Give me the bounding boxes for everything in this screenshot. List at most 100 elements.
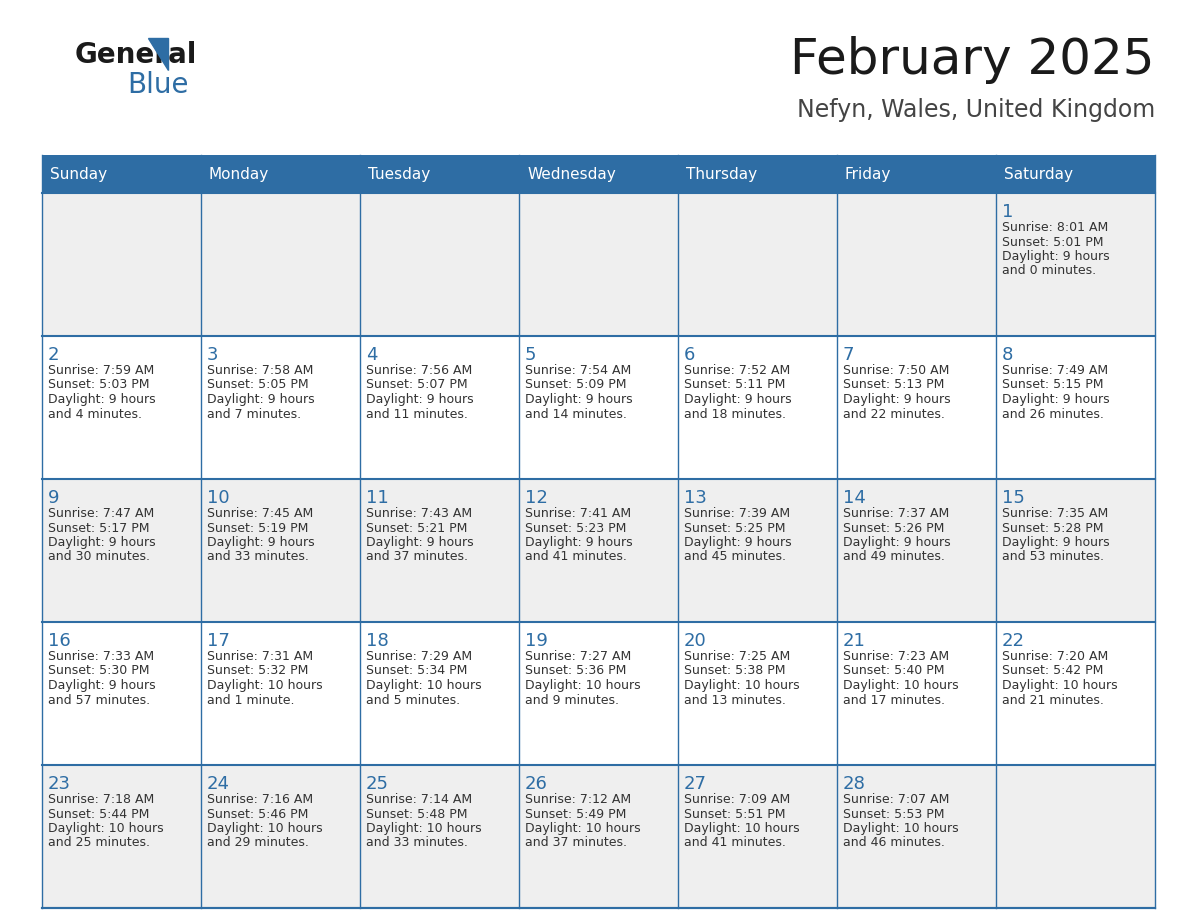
Text: General: General (75, 41, 197, 69)
Text: Sunset: 5:53 PM: Sunset: 5:53 PM (843, 808, 944, 821)
Text: Daylight: 9 hours: Daylight: 9 hours (1001, 250, 1110, 263)
Text: 12: 12 (525, 489, 548, 507)
Text: Sunset: 5:38 PM: Sunset: 5:38 PM (684, 665, 785, 677)
Text: 5: 5 (525, 346, 537, 364)
Text: 17: 17 (207, 632, 229, 650)
Text: Sunrise: 7:49 AM: Sunrise: 7:49 AM (1001, 364, 1108, 377)
Text: Daylight: 9 hours: Daylight: 9 hours (366, 536, 474, 549)
Text: Sunrise: 7:16 AM: Sunrise: 7:16 AM (207, 793, 314, 806)
Text: and 57 minutes.: and 57 minutes. (48, 693, 150, 707)
Text: Sunset: 5:03 PM: Sunset: 5:03 PM (48, 378, 150, 391)
Text: and 21 minutes.: and 21 minutes. (1001, 693, 1104, 707)
Text: Sunrise: 7:14 AM: Sunrise: 7:14 AM (366, 793, 472, 806)
Text: Sunset: 5:25 PM: Sunset: 5:25 PM (684, 521, 785, 534)
Text: Sunrise: 7:27 AM: Sunrise: 7:27 AM (525, 650, 631, 663)
Text: and 26 minutes.: and 26 minutes. (1001, 408, 1104, 420)
Text: Daylight: 10 hours: Daylight: 10 hours (207, 822, 323, 835)
Text: Sunrise: 7:35 AM: Sunrise: 7:35 AM (1001, 507, 1108, 520)
Text: Sunset: 5:28 PM: Sunset: 5:28 PM (1001, 521, 1104, 534)
Text: Sunset: 5:05 PM: Sunset: 5:05 PM (207, 378, 309, 391)
Text: Daylight: 9 hours: Daylight: 9 hours (207, 393, 315, 406)
Text: Sunset: 5:46 PM: Sunset: 5:46 PM (207, 808, 309, 821)
Text: Sunrise: 7:12 AM: Sunrise: 7:12 AM (525, 793, 631, 806)
Bar (360, 155, 519, 193)
Text: and 25 minutes.: and 25 minutes. (48, 836, 150, 849)
Text: Sunrise: 7:50 AM: Sunrise: 7:50 AM (843, 364, 949, 377)
Bar (42, 155, 201, 193)
Bar (201, 155, 360, 193)
Text: Daylight: 9 hours: Daylight: 9 hours (1001, 536, 1110, 549)
Text: Sunset: 5:01 PM: Sunset: 5:01 PM (1001, 236, 1104, 249)
Text: 23: 23 (48, 775, 71, 793)
Text: Sunrise: 7:56 AM: Sunrise: 7:56 AM (366, 364, 473, 377)
Text: Daylight: 9 hours: Daylight: 9 hours (48, 679, 156, 692)
Text: 22: 22 (1001, 632, 1025, 650)
Text: Daylight: 9 hours: Daylight: 9 hours (525, 536, 633, 549)
Text: Sunrise: 7:43 AM: Sunrise: 7:43 AM (366, 507, 472, 520)
Text: Sunrise: 7:09 AM: Sunrise: 7:09 AM (684, 793, 790, 806)
Text: Sunrise: 7:37 AM: Sunrise: 7:37 AM (843, 507, 949, 520)
Text: and 11 minutes.: and 11 minutes. (366, 408, 468, 420)
Text: Sunset: 5:19 PM: Sunset: 5:19 PM (207, 521, 309, 534)
Text: Daylight: 9 hours: Daylight: 9 hours (525, 393, 633, 406)
Text: Sunset: 5:51 PM: Sunset: 5:51 PM (684, 808, 785, 821)
Text: February 2025: February 2025 (790, 36, 1155, 84)
Text: Sunset: 5:17 PM: Sunset: 5:17 PM (48, 521, 150, 534)
Text: Sunrise: 7:07 AM: Sunrise: 7:07 AM (843, 793, 949, 806)
Text: 3: 3 (207, 346, 219, 364)
Text: Sunrise: 7:18 AM: Sunrise: 7:18 AM (48, 793, 154, 806)
Text: Sunset: 5:40 PM: Sunset: 5:40 PM (843, 665, 944, 677)
Text: 21: 21 (843, 632, 866, 650)
Text: and 1 minute.: and 1 minute. (207, 693, 295, 707)
Text: Sunrise: 7:23 AM: Sunrise: 7:23 AM (843, 650, 949, 663)
Text: Daylight: 9 hours: Daylight: 9 hours (207, 536, 315, 549)
Text: and 41 minutes.: and 41 minutes. (525, 551, 627, 564)
Text: Daylight: 9 hours: Daylight: 9 hours (684, 393, 791, 406)
Text: and 33 minutes.: and 33 minutes. (366, 836, 468, 849)
Text: 14: 14 (843, 489, 866, 507)
Text: Sunrise: 8:01 AM: Sunrise: 8:01 AM (1001, 221, 1108, 234)
Text: Daylight: 10 hours: Daylight: 10 hours (525, 679, 640, 692)
Text: 19: 19 (525, 632, 548, 650)
Text: and 49 minutes.: and 49 minutes. (843, 551, 944, 564)
Text: Sunset: 5:30 PM: Sunset: 5:30 PM (48, 665, 150, 677)
Text: Sunset: 5:11 PM: Sunset: 5:11 PM (684, 378, 785, 391)
Text: Sunset: 5:13 PM: Sunset: 5:13 PM (843, 378, 944, 391)
Text: Daylight: 9 hours: Daylight: 9 hours (843, 393, 950, 406)
Bar (996, 155, 1155, 193)
Text: Sunset: 5:34 PM: Sunset: 5:34 PM (366, 665, 467, 677)
Text: Sunset: 5:36 PM: Sunset: 5:36 PM (525, 665, 626, 677)
Text: 8: 8 (1001, 346, 1013, 364)
Bar (838, 155, 996, 193)
Text: 15: 15 (1001, 489, 1025, 507)
Text: Sunset: 5:48 PM: Sunset: 5:48 PM (366, 808, 468, 821)
Text: Daylight: 10 hours: Daylight: 10 hours (366, 822, 481, 835)
Text: Daylight: 10 hours: Daylight: 10 hours (207, 679, 323, 692)
Text: 13: 13 (684, 489, 707, 507)
Text: and 13 minutes.: and 13 minutes. (684, 693, 786, 707)
Text: and 0 minutes.: and 0 minutes. (1001, 264, 1097, 277)
Text: Daylight: 9 hours: Daylight: 9 hours (843, 536, 950, 549)
Text: and 53 minutes.: and 53 minutes. (1001, 551, 1104, 564)
Text: Sunset: 5:21 PM: Sunset: 5:21 PM (366, 521, 467, 534)
Text: 6: 6 (684, 346, 695, 364)
Text: and 5 minutes.: and 5 minutes. (366, 693, 460, 707)
Polygon shape (148, 38, 168, 70)
Bar (42, 479, 1155, 622)
Text: Sunset: 5:15 PM: Sunset: 5:15 PM (1001, 378, 1104, 391)
Text: 27: 27 (684, 775, 707, 793)
Text: Sunset: 5:44 PM: Sunset: 5:44 PM (48, 808, 150, 821)
Text: Sunrise: 7:39 AM: Sunrise: 7:39 AM (684, 507, 790, 520)
Text: Daylight: 10 hours: Daylight: 10 hours (48, 822, 164, 835)
Text: 28: 28 (843, 775, 866, 793)
Text: Sunrise: 7:20 AM: Sunrise: 7:20 AM (1001, 650, 1108, 663)
Text: and 17 minutes.: and 17 minutes. (843, 693, 944, 707)
Text: Blue: Blue (127, 71, 189, 99)
Text: 11: 11 (366, 489, 388, 507)
Text: 18: 18 (366, 632, 388, 650)
Bar (42, 622, 1155, 765)
Text: Sunrise: 7:25 AM: Sunrise: 7:25 AM (684, 650, 790, 663)
Text: Sunrise: 7:52 AM: Sunrise: 7:52 AM (684, 364, 790, 377)
Text: and 37 minutes.: and 37 minutes. (366, 551, 468, 564)
Text: and 45 minutes.: and 45 minutes. (684, 551, 786, 564)
